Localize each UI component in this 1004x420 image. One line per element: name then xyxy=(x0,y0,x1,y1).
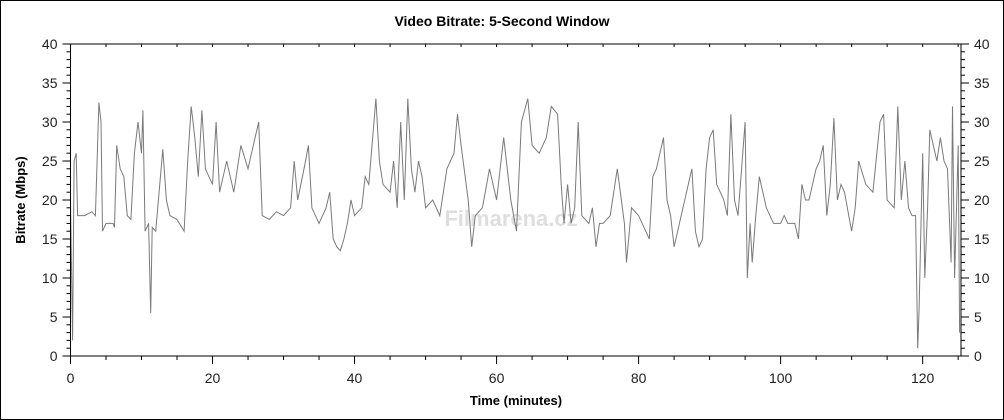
watermark-logo: Filmarena.cz xyxy=(444,206,577,231)
y-tick-label-left: 30 xyxy=(42,114,58,130)
chart-title: Video Bitrate: 5-Second Window xyxy=(394,13,609,29)
y-tick-label-right: 15 xyxy=(974,231,990,247)
y-tick-label-right: 5 xyxy=(974,309,982,325)
y-tick-label-right: 30 xyxy=(974,114,990,130)
x-axis-label: Time (minutes) xyxy=(470,393,562,408)
x-tick-label: 60 xyxy=(489,370,505,386)
plot-frame xyxy=(70,43,962,357)
y-tick-label-left: 20 xyxy=(42,192,58,208)
x-tick-label: 120 xyxy=(911,370,935,386)
y-axis-label: Bitrate (Mbps) xyxy=(13,156,28,243)
x-tick-label: 0 xyxy=(67,370,75,386)
y-tick-label-left: 10 xyxy=(42,270,58,286)
y-tick-label-right: 20 xyxy=(974,192,990,208)
y-tick-label-right: 10 xyxy=(974,270,990,286)
y-tick-label-right: 0 xyxy=(974,348,982,364)
y-tick-label-right: 25 xyxy=(974,153,990,169)
y-tick-label-left: 5 xyxy=(50,309,58,325)
y-tick-label-left: 0 xyxy=(50,348,58,364)
x-tick-label: 80 xyxy=(631,370,647,386)
y-tick-label-left: 35 xyxy=(42,75,58,91)
y-tick-label-right: 40 xyxy=(974,36,990,52)
x-tick-label: 20 xyxy=(205,370,221,386)
y-tick-label-right: 35 xyxy=(974,75,990,91)
x-tick-label: 100 xyxy=(769,370,793,386)
y-tick-label-left: 25 xyxy=(42,153,58,169)
y-tick-label-left: 40 xyxy=(42,36,58,52)
series-line xyxy=(70,98,961,349)
x-tick-label: 40 xyxy=(347,370,363,386)
y-tick-label-left: 15 xyxy=(42,231,58,247)
